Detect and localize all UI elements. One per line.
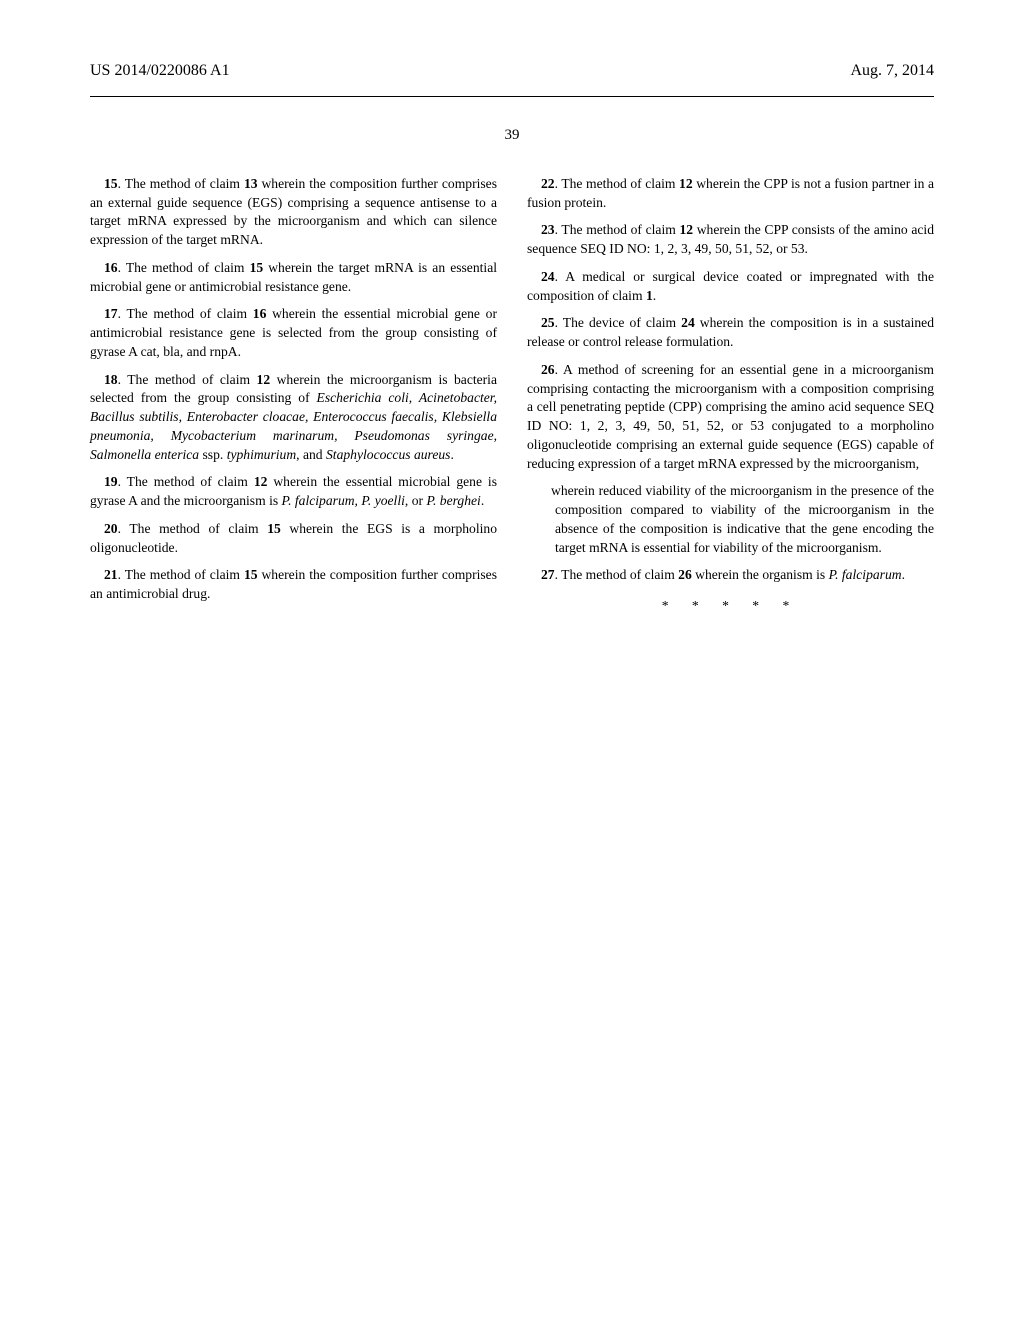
claim-text: . <box>902 567 905 582</box>
claim-ref: 12 <box>254 474 268 489</box>
claim-27: 27. The method of claim 26 wherein the o… <box>527 566 934 585</box>
claim-ref: 16 <box>253 306 267 321</box>
claim-text: . The method of claim <box>118 176 244 191</box>
claim-text: . <box>481 493 484 508</box>
claim-26-wherein: wherein reduced viability of the microor… <box>527 482 934 557</box>
claim-ref: 15 <box>244 567 258 582</box>
claim-26: 26. A method of screening for an essenti… <box>527 361 934 474</box>
claim-italic: P. falciparum <box>829 567 902 582</box>
claim-ref: 12 <box>679 222 693 237</box>
claim-text: wherein reduced viability of the microor… <box>551 483 934 554</box>
claim-italic: Staphylococcus aureus <box>326 447 450 462</box>
claim-text: , and <box>296 447 326 462</box>
claim-number: 18 <box>104 372 118 387</box>
claim-italic: typhimurium <box>227 447 296 462</box>
claim-text: . <box>653 288 656 303</box>
claim-number: 24 <box>541 269 555 284</box>
page-header: US 2014/0220086 A1 Aug. 7, 2014 <box>90 60 934 90</box>
claim-number: 16 <box>104 260 118 275</box>
claim-number: 15 <box>104 176 118 191</box>
claim-text: . The method of claim <box>118 521 268 536</box>
claim-text: wherein the organism is <box>692 567 829 582</box>
claim-text: . The method of claim <box>118 306 253 321</box>
claim-ref: 12 <box>257 372 271 387</box>
header-rule <box>90 96 934 97</box>
claim-ref: 1 <box>646 288 653 303</box>
claim-text: . <box>450 447 453 462</box>
claim-19: 19. The method of claim 12 wherein the e… <box>90 473 497 511</box>
publication-number: US 2014/0220086 A1 <box>90 60 230 82</box>
claim-25: 25. The device of claim 24 wherein the c… <box>527 314 934 352</box>
claim-18: 18. The method of claim 12 wherein the m… <box>90 371 497 465</box>
claim-number: 27 <box>541 567 555 582</box>
claim-ref: 15 <box>250 260 264 275</box>
claim-23: 23. The method of claim 12 wherein the C… <box>527 221 934 259</box>
claim-22: 22. The method of claim 12 wherein the C… <box>527 175 934 213</box>
claim-text: . The method of claim <box>118 474 254 489</box>
claim-ref: 13 <box>244 176 258 191</box>
claim-number: 25 <box>541 315 555 330</box>
claim-number: 23 <box>541 222 555 237</box>
claim-20: 20. The method of claim 15 wherein the E… <box>90 520 497 558</box>
claim-text: . The method of claim <box>555 222 680 237</box>
claim-15: 15. The method of claim 13 wherein the c… <box>90 175 497 250</box>
claim-ref: 15 <box>267 521 281 536</box>
claim-text: . The method of claim <box>118 260 250 275</box>
claim-16: 16. The method of claim 15 wherein the t… <box>90 259 497 297</box>
claim-text: . The device of claim <box>555 315 682 330</box>
claims-columns: 15. The method of claim 13 wherein the c… <box>90 175 934 616</box>
claim-number: 22 <box>541 176 555 191</box>
claim-17: 17. The method of claim 16 wherein the e… <box>90 305 497 361</box>
claim-text: . A method of screening for an essential… <box>527 362 934 471</box>
claim-21: 21. The method of claim 15 wherein the c… <box>90 566 497 604</box>
claim-text: . The method of claim <box>118 567 244 582</box>
claim-number: 17 <box>104 306 118 321</box>
claim-ref: 12 <box>679 176 693 191</box>
claim-24: 24. A medical or surgical device coated … <box>527 268 934 306</box>
end-marks: * * * * * <box>527 597 934 616</box>
claim-text: ssp. <box>199 447 227 462</box>
claim-italic: P. falciparum, P. yoelli <box>282 493 405 508</box>
claim-text: . The method of claim <box>118 372 257 387</box>
claim-ref: 24 <box>681 315 695 330</box>
claim-number: 21 <box>104 567 118 582</box>
claim-number: 20 <box>104 521 118 536</box>
claim-italic: P. berghei <box>426 493 480 508</box>
claim-text: , or <box>405 493 427 508</box>
claim-text: . A medical or surgical device coated or… <box>527 269 934 303</box>
claim-text: . The method of claim <box>555 176 679 191</box>
claim-ref: 26 <box>678 567 692 582</box>
claim-number: 19 <box>104 474 118 489</box>
claim-text: . The method of claim <box>555 567 679 582</box>
page-number: 39 <box>90 125 934 145</box>
claim-number: 26 <box>541 362 555 377</box>
publication-date: Aug. 7, 2014 <box>850 60 934 82</box>
